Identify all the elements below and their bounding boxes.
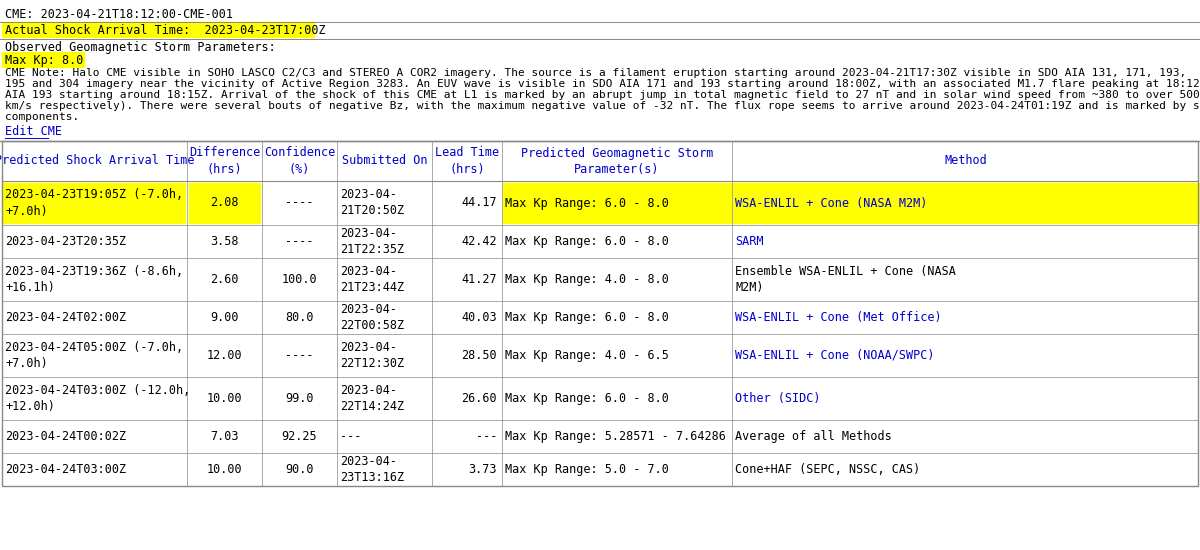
Text: Cone+HAF (SEPC, NSSC, CAS): Cone+HAF (SEPC, NSSC, CAS)	[734, 463, 920, 476]
Text: Max Kp Range: 4.0 - 8.0: Max Kp Range: 4.0 - 8.0	[505, 273, 668, 286]
Text: components.: components.	[5, 112, 79, 122]
Text: Max Kp: 8.0: Max Kp: 8.0	[5, 54, 83, 67]
Bar	[503, 183, 731, 223]
Bar	[2, 453, 1198, 486]
Text: Max Kp Range: 4.0 - 6.5: Max Kp Range: 4.0 - 6.5	[505, 349, 668, 362]
Text: 2023-04-
21T23:44Z: 2023-04- 21T23:44Z	[340, 265, 404, 294]
Text: 2023-04-
22T12:30Z: 2023-04- 22T12:30Z	[340, 341, 404, 370]
Bar	[2, 225, 1198, 258]
Text: 26.60: 26.60	[461, 392, 497, 405]
Text: 2023-04-24T02:00Z: 2023-04-24T02:00Z	[5, 311, 126, 324]
Text: WSA-ENLIL + Cone (NASA M2M): WSA-ENLIL + Cone (NASA M2M)	[734, 196, 928, 210]
Text: 2023-04-23T19:36Z (-8.6h,
+16.1h): 2023-04-23T19:36Z (-8.6h, +16.1h)	[5, 265, 184, 294]
Text: 3.73: 3.73	[468, 463, 497, 476]
Text: 92.25: 92.25	[282, 430, 317, 443]
Text: 7.03: 7.03	[210, 430, 239, 443]
Text: Max Kp Range: 6.0 - 8.0: Max Kp Range: 6.0 - 8.0	[505, 196, 668, 210]
Text: 10.00: 10.00	[206, 392, 242, 405]
Text: 90.0: 90.0	[286, 463, 313, 476]
Text: 9.00: 9.00	[210, 311, 239, 324]
Text: 2023-04-24T03:00Z: 2023-04-24T03:00Z	[5, 463, 126, 476]
Bar	[733, 183, 1199, 223]
Text: 99.0: 99.0	[286, 392, 313, 405]
Text: 2023-04-
21T20:50Z: 2023-04- 21T20:50Z	[340, 189, 404, 217]
Text: 12.00: 12.00	[206, 349, 242, 362]
Text: 2023-04-
22T00:58Z: 2023-04- 22T00:58Z	[340, 303, 404, 332]
Text: 2023-04-24T05:00Z (-7.0h,
+7.0h): 2023-04-24T05:00Z (-7.0h, +7.0h)	[5, 341, 184, 370]
Text: 41.27: 41.27	[461, 273, 497, 286]
Text: ----: ----	[286, 349, 313, 362]
Bar	[2, 141, 1198, 486]
Bar	[2, 334, 1198, 377]
Text: Difference
(hrs): Difference (hrs)	[188, 146, 260, 175]
Text: 100.0: 100.0	[282, 273, 317, 286]
Text: 2023-04-23T20:35Z: 2023-04-23T20:35Z	[5, 235, 126, 248]
Text: Method: Method	[944, 155, 988, 168]
Text: 3.58: 3.58	[210, 235, 239, 248]
Bar	[2, 22, 314, 37]
Text: Ensemble WSA-ENLIL + Cone (NASA
M2M): Ensemble WSA-ENLIL + Cone (NASA M2M)	[734, 265, 956, 294]
Text: Max Kp Range: 5.28571 - 7.64286: Max Kp Range: 5.28571 - 7.64286	[505, 430, 726, 443]
Bar	[2, 183, 185, 223]
Text: 195 and 304 imagery near the vicinity of Active Region 3283. An EUV wave is visi: 195 and 304 imagery near the vicinity of…	[5, 79, 1200, 89]
Text: Observed Geomagnetic Storm Parameters:: Observed Geomagnetic Storm Parameters:	[5, 41, 276, 54]
Bar	[2, 52, 84, 67]
Text: Predicted Geomagnetic Storm
Parameter(s): Predicted Geomagnetic Storm Parameter(s)	[521, 146, 713, 175]
Text: Predicted Shock Arrival Time: Predicted Shock Arrival Time	[0, 155, 194, 168]
Text: Submitted On: Submitted On	[342, 155, 427, 168]
Text: Max Kp Range: 6.0 - 8.0: Max Kp Range: 6.0 - 8.0	[505, 235, 668, 248]
Text: Max Kp Range: 5.0 - 7.0: Max Kp Range: 5.0 - 7.0	[505, 463, 668, 476]
Text: SARM: SARM	[734, 235, 763, 248]
Text: ----: ----	[286, 196, 313, 210]
Text: 2023-04-
22T14:24Z: 2023-04- 22T14:24Z	[340, 384, 404, 413]
Text: ---: ---	[340, 430, 361, 443]
Text: km/s respectively). There were several bouts of negative Bz, with the maximum ne: km/s respectively). There were several b…	[5, 101, 1200, 111]
Text: WSA-ENLIL + Cone (NOAA/SWPC): WSA-ENLIL + Cone (NOAA/SWPC)	[734, 349, 935, 362]
Text: Max Kp Range: 6.0 - 8.0: Max Kp Range: 6.0 - 8.0	[505, 311, 668, 324]
Text: Edit CME: Edit CME	[5, 125, 62, 138]
Bar	[190, 183, 260, 223]
Text: Average of all Methods: Average of all Methods	[734, 430, 892, 443]
Text: 2023-04-24T00:02Z: 2023-04-24T00:02Z	[5, 430, 126, 443]
Text: 80.0: 80.0	[286, 311, 313, 324]
Bar	[2, 301, 1198, 334]
Text: 2023-04-23T19:05Z (-7.0h,
+7.0h): 2023-04-23T19:05Z (-7.0h, +7.0h)	[5, 189, 184, 217]
Text: 2023-04-
23T13:16Z: 2023-04- 23T13:16Z	[340, 455, 404, 484]
Text: 10.00: 10.00	[206, 463, 242, 476]
Text: 2023-04-
21T22:35Z: 2023-04- 21T22:35Z	[340, 227, 404, 256]
Text: 28.50: 28.50	[461, 349, 497, 362]
Text: 40.03: 40.03	[461, 311, 497, 324]
Text: CME Note: Halo CME visible in SOHO LASCO C2/C3 and STEREO A COR2 imagery. The so: CME Note: Halo CME visible in SOHO LASCO…	[5, 68, 1187, 78]
Text: WSA-ENLIL + Cone (Met Office): WSA-ENLIL + Cone (Met Office)	[734, 311, 942, 324]
Text: CME: 2023-04-21T18:12:00-CME-001: CME: 2023-04-21T18:12:00-CME-001	[5, 8, 233, 21]
Text: Other (SIDC): Other (SIDC)	[734, 392, 821, 405]
Text: Lead Time
(hrs): Lead Time (hrs)	[434, 146, 499, 175]
Bar	[2, 377, 1198, 420]
Bar	[2, 141, 1198, 181]
Bar	[2, 181, 1198, 225]
Text: 44.17: 44.17	[461, 196, 497, 210]
Text: Max Kp Range: 6.0 - 8.0: Max Kp Range: 6.0 - 8.0	[505, 392, 668, 405]
Text: AIA 193 starting around 18:15Z. Arrival of the shock of this CME at L1 is marked: AIA 193 starting around 18:15Z. Arrival …	[5, 90, 1200, 100]
Text: Actual Shock Arrival Time:  2023-04-23T17:00Z: Actual Shock Arrival Time: 2023-04-23T17…	[5, 24, 325, 37]
Text: 2.60: 2.60	[210, 273, 239, 286]
Text: 42.42: 42.42	[461, 235, 497, 248]
Text: ---: ---	[475, 430, 497, 443]
Text: ----: ----	[286, 235, 313, 248]
Bar	[2, 258, 1198, 301]
Bar	[2, 420, 1198, 453]
Text: Confidence
(%): Confidence (%)	[264, 146, 335, 175]
Text: 2.08: 2.08	[210, 196, 239, 210]
Text: 2023-04-24T03:00Z (-12.0h,
+12.0h): 2023-04-24T03:00Z (-12.0h, +12.0h)	[5, 384, 191, 413]
